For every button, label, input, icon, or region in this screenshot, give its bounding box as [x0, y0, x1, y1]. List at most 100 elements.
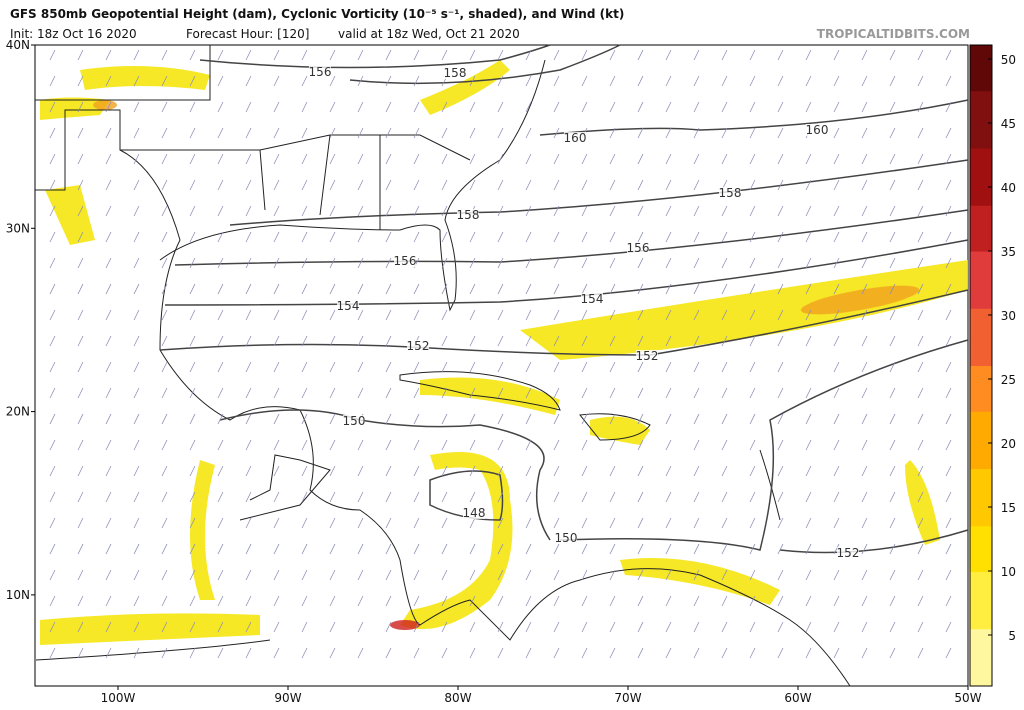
- wind-barb: [77, 361, 84, 373]
- wind-barb: [105, 517, 112, 529]
- wind-barb: [329, 205, 336, 217]
- wind-barb: [273, 621, 280, 633]
- wind-barb: [245, 569, 252, 581]
- wind-barb: [77, 49, 84, 61]
- wind-barb: [49, 179, 56, 191]
- wind-barb: [161, 283, 168, 295]
- wind-barb: [889, 595, 896, 607]
- wind-barb: [77, 647, 84, 659]
- wind-barb: [553, 101, 560, 113]
- wind-barb: [525, 543, 532, 555]
- wind-barb: [889, 361, 896, 373]
- wind-barb: [441, 49, 448, 61]
- wind-barb: [77, 465, 84, 477]
- wind-barb: [413, 75, 420, 87]
- wind-barb: [329, 491, 336, 503]
- wind-barb: [889, 231, 896, 243]
- colorbar-label: 50: [1001, 53, 1016, 67]
- wind-barb: [497, 543, 504, 555]
- wind-barb: [693, 127, 700, 139]
- wind-barb: [553, 179, 560, 191]
- wind-barb: [49, 257, 56, 269]
- contour-label-bg: [457, 209, 479, 221]
- wind-barb: [245, 283, 252, 295]
- wind-barb: [385, 413, 392, 425]
- wind-barb: [49, 387, 56, 399]
- wind-barb: [469, 621, 476, 633]
- wind-barb: [469, 595, 476, 607]
- wind-barb: [917, 465, 924, 477]
- wind-barb: [77, 257, 84, 269]
- wind-barb: [525, 595, 532, 607]
- wind-barb: [105, 75, 112, 87]
- wind-barb: [917, 335, 924, 347]
- wind-barb: [441, 517, 448, 529]
- wind-barb: [133, 127, 140, 139]
- wind-barb: [49, 75, 56, 87]
- wind-barb: [693, 465, 700, 477]
- wind-barb: [945, 543, 952, 555]
- wind-barb: [693, 439, 700, 451]
- contour-label: 152: [837, 546, 860, 560]
- wind-barb: [609, 465, 616, 477]
- wind-barb: [749, 205, 756, 217]
- colorbar-cell: [970, 525, 992, 538]
- wind-barb: [749, 49, 756, 61]
- wind-barb: [133, 231, 140, 243]
- wind-barb: [497, 439, 504, 451]
- wind-barb: [833, 387, 840, 399]
- wind-barb: [497, 283, 504, 295]
- wind-barb: [693, 257, 700, 269]
- wind-barb: [49, 621, 56, 633]
- wind-barb: [49, 491, 56, 503]
- wind-barb: [105, 413, 112, 425]
- wind-barb: [189, 465, 196, 477]
- wind-barb: [273, 543, 280, 555]
- wind-barb: [889, 543, 896, 555]
- wind-barb: [497, 49, 504, 61]
- wind-barb: [441, 569, 448, 581]
- wind-barb: [777, 647, 784, 659]
- wind-barb: [217, 595, 224, 607]
- wind-barb: [749, 309, 756, 321]
- wind-barb: [357, 205, 364, 217]
- wind-barb: [917, 361, 924, 373]
- wind-barb: [385, 283, 392, 295]
- lat-label: 10N: [6, 588, 30, 602]
- wind-barb: [385, 517, 392, 529]
- wind-barb: [581, 257, 588, 269]
- wind-barb: [273, 101, 280, 113]
- wind-barb: [217, 647, 224, 659]
- wind-barb: [665, 543, 672, 555]
- wind-barb: [693, 205, 700, 217]
- colorbar-cell: [970, 411, 992, 424]
- wind-barb: [637, 231, 644, 243]
- wind-barb: [721, 543, 728, 555]
- wind-barb: [273, 413, 280, 425]
- wind-barb: [273, 309, 280, 321]
- wind-barb: [245, 361, 252, 373]
- wind-barb: [133, 309, 140, 321]
- wind-barb: [637, 127, 644, 139]
- wind-barb: [777, 335, 784, 347]
- colorbar-cell: [970, 205, 992, 218]
- wind-barb: [413, 309, 420, 321]
- wind-barb: [77, 413, 84, 425]
- wind-barb: [161, 231, 168, 243]
- wind-barb: [357, 49, 364, 61]
- wind-barb: [721, 101, 728, 113]
- wind-barb: [189, 647, 196, 659]
- wind-barb: [581, 205, 588, 217]
- wind-barb: [469, 465, 476, 477]
- wind-barb: [777, 361, 784, 373]
- contour-label-bg: [463, 507, 485, 519]
- wind-barb: [413, 153, 420, 165]
- wind-barb: [469, 569, 476, 581]
- wind-barb: [49, 569, 56, 581]
- colorbar-cell: [970, 663, 992, 676]
- wind-barb: [665, 127, 672, 139]
- lon-label: 50W: [954, 691, 981, 705]
- wind-barb: [609, 179, 616, 191]
- wind-barb: [553, 231, 560, 243]
- wind-barb: [49, 647, 56, 659]
